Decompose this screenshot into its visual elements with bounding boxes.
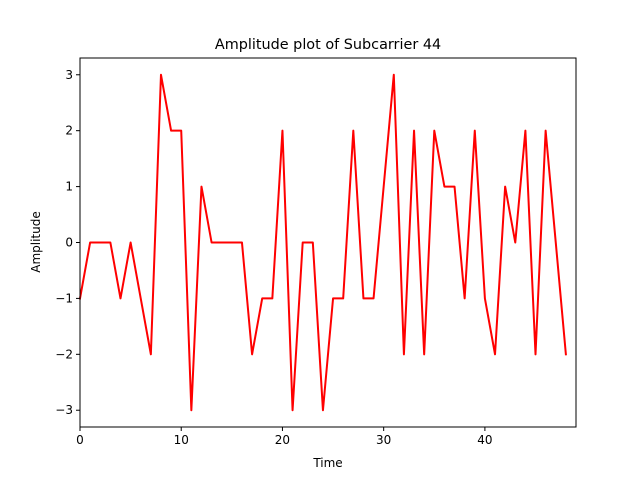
x-tick-label: 10 (174, 433, 189, 447)
x-tick-label: 40 (477, 433, 492, 447)
x-tick-label: 30 (376, 433, 391, 447)
y-axis-label: Amplitude (29, 211, 43, 273)
x-axis-label: Time (312, 456, 342, 470)
series-line-0 (78, 73, 567, 412)
x-tick-label: 0 (76, 433, 84, 447)
y-tick-label: 3 (65, 68, 73, 82)
y-tick-label: 2 (65, 124, 73, 138)
y-tick-label: 1 (65, 180, 73, 194)
y-tick-label: −1 (55, 291, 73, 305)
y-tick-label: 0 (65, 236, 73, 250)
plot-area (78, 57, 577, 428)
x-tick-label: 20 (275, 433, 290, 447)
x-axis-ticks: 0 10 20 30 40 (76, 427, 493, 447)
y-axis-ticks: −3 −2 −1 0 1 2 3 (55, 68, 80, 417)
chart-title: Amplitude plot of Subcarrier 44 (215, 37, 441, 53)
y-tick-label: −3 (55, 403, 73, 417)
y-tick-label: −2 (55, 347, 73, 361)
